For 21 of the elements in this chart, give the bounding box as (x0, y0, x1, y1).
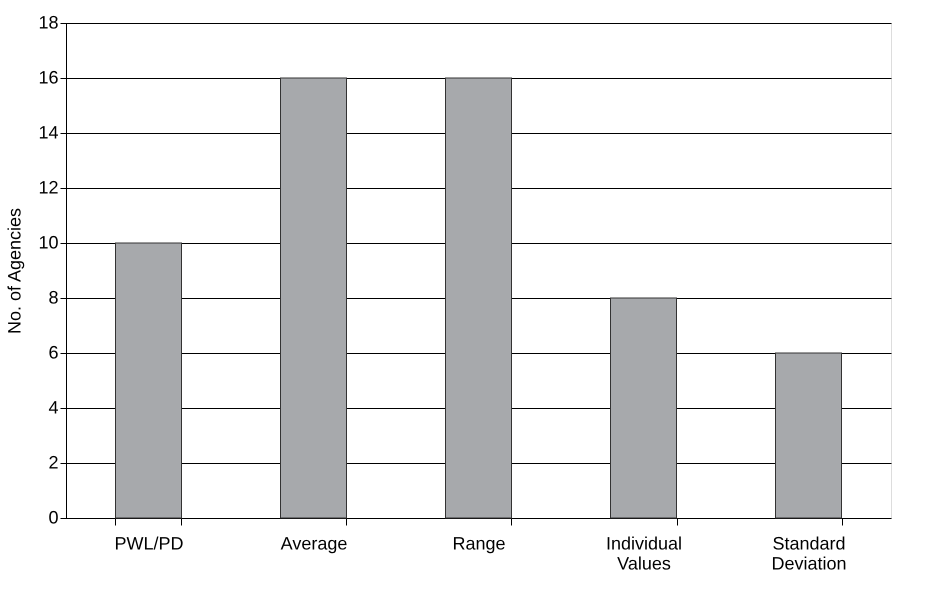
bar (280, 78, 347, 518)
y-tick-label: 16 (38, 68, 58, 88)
y-axis-title: No. of Agencies (4, 208, 24, 334)
bar (115, 242, 182, 518)
y-tick-label: 2 (48, 452, 58, 472)
bar (445, 78, 512, 518)
y-tick-label: 6 (48, 342, 58, 362)
y-tick-label: 14 (38, 122, 58, 142)
x-tick-label: Average (280, 534, 348, 554)
x-tick-label: Range (452, 534, 506, 554)
y-tick-label: 12 (38, 178, 58, 198)
y-tick-label: 18 (38, 12, 58, 32)
bar (610, 298, 677, 518)
x-tick-label: Individual Values (606, 534, 682, 574)
y-tick-label: 8 (48, 288, 58, 308)
x-tick-label: Standard Deviation (771, 534, 847, 574)
y-tick-label: 10 (38, 232, 58, 252)
bar (775, 352, 842, 518)
y-tick-label: 0 (48, 508, 58, 528)
x-tick-label: PWL/PD (114, 534, 184, 554)
y-tick-label: 4 (48, 398, 58, 418)
